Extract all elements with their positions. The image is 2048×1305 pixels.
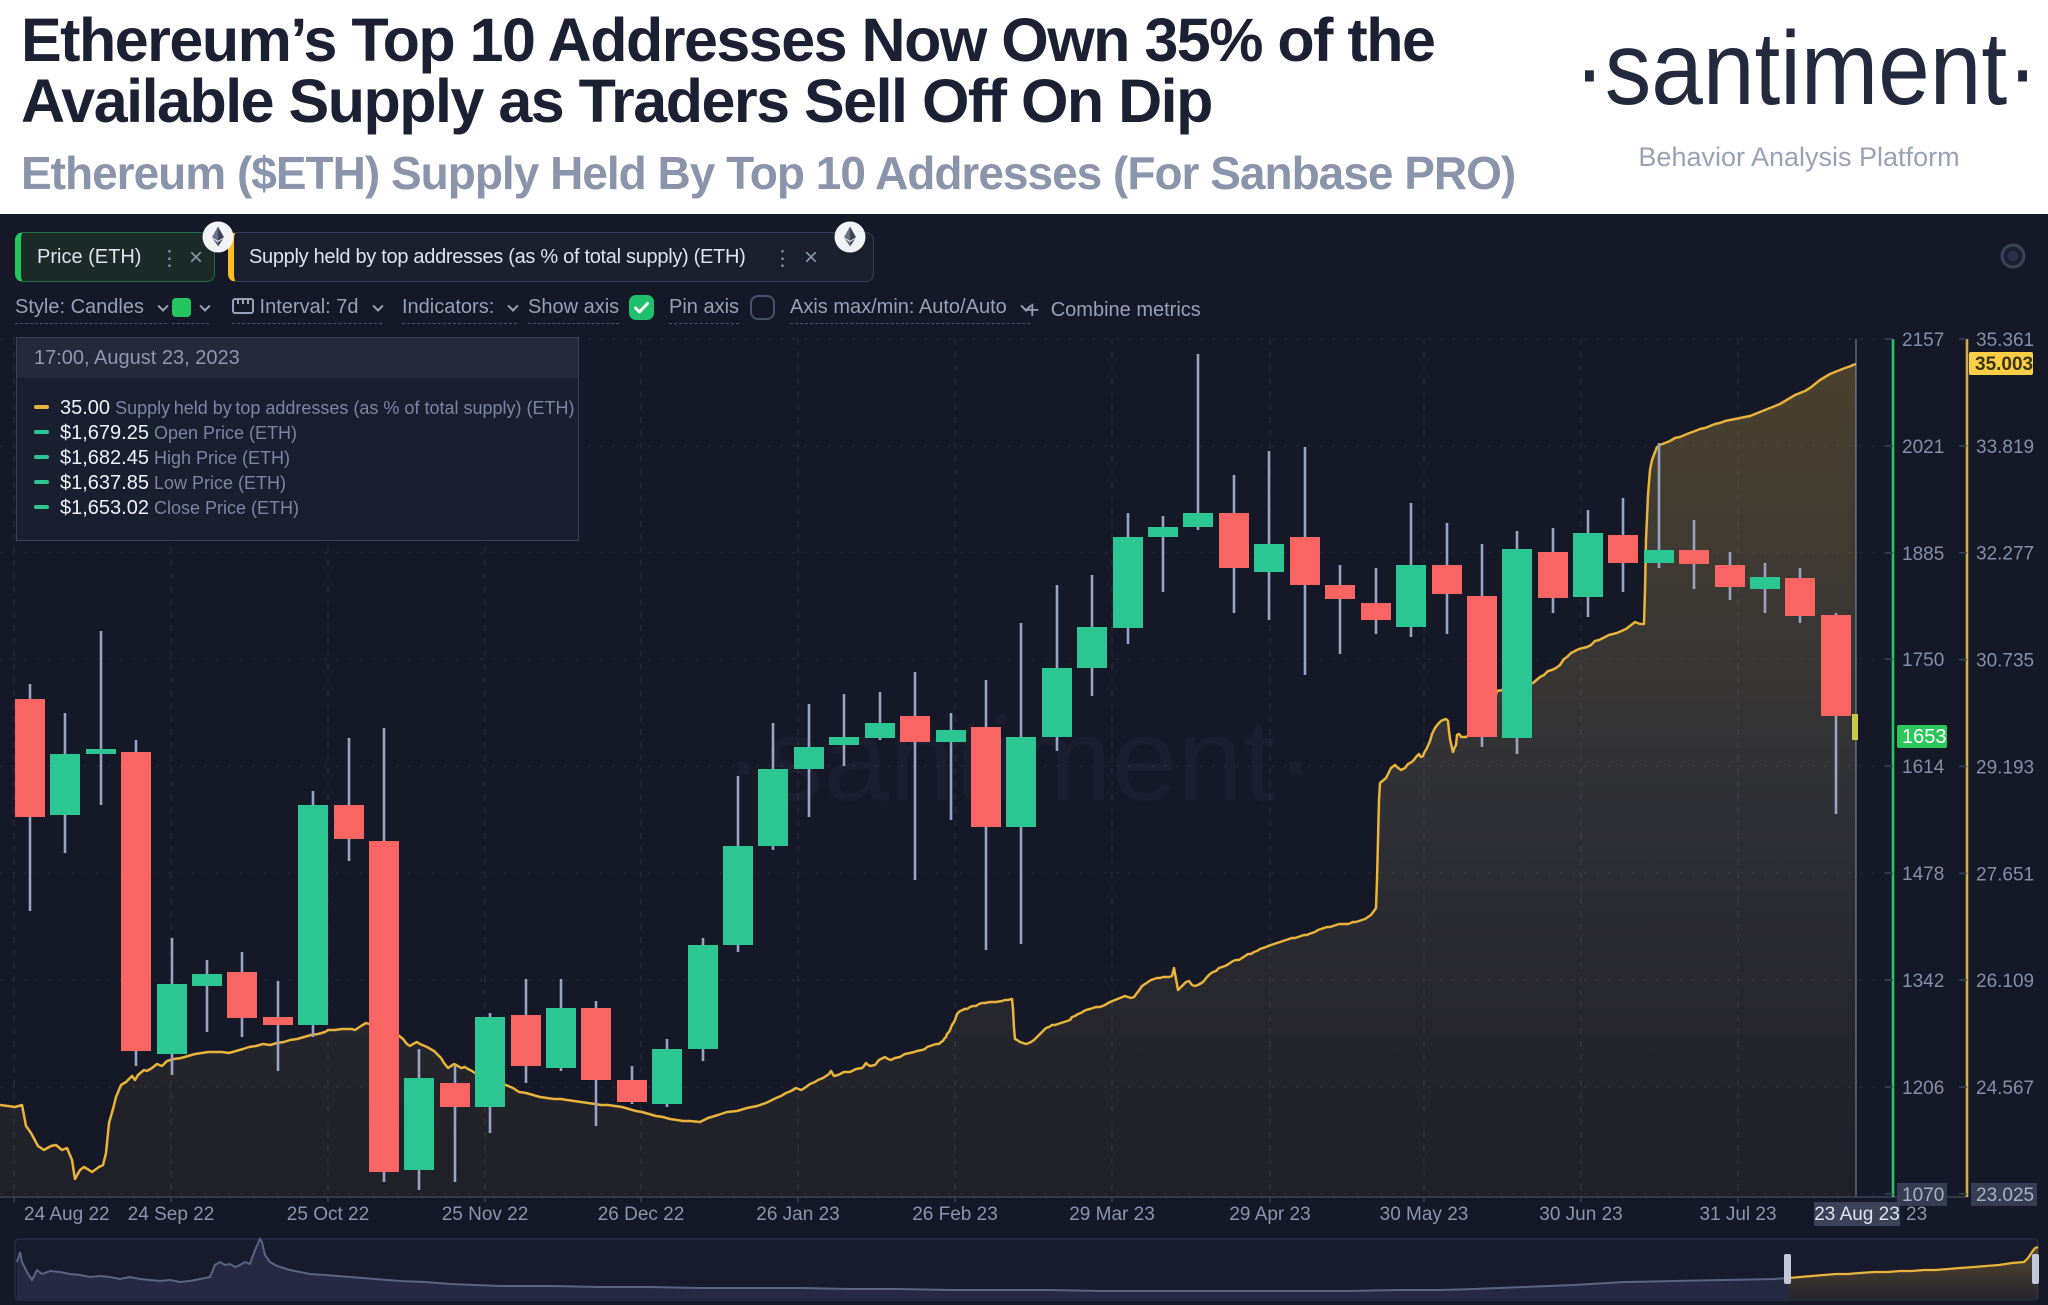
svg-text:29 Apr 23: 29 Apr 23 [1229, 1204, 1310, 1225]
svg-text:35.003: 35.003 [1975, 354, 2033, 375]
svg-text:25 Nov 22: 25 Nov 22 [442, 1204, 529, 1225]
svg-text:1206: 1206 [1902, 1078, 1944, 1099]
svg-text:26 Feb 23: 26 Feb 23 [912, 1204, 998, 1225]
svg-text:2021: 2021 [1902, 437, 1944, 458]
svg-text:35.361: 35.361 [1976, 330, 2034, 351]
svg-text:·santiment·: ·santiment· [1574, 11, 2038, 127]
svg-text:27.651: 27.651 [1976, 864, 2034, 885]
svg-text:1653: 1653 [1902, 726, 1947, 748]
svg-text:24 Sep 22: 24 Sep 22 [128, 1204, 215, 1225]
svg-text:1885: 1885 [1902, 544, 1944, 565]
svg-text:1478: 1478 [1902, 864, 1944, 885]
svg-text:1614: 1614 [1902, 757, 1945, 778]
svg-text:30.735: 30.735 [1976, 651, 2034, 672]
svg-text:30 May 23: 30 May 23 [1380, 1204, 1469, 1225]
svg-text:1342: 1342 [1902, 971, 1944, 992]
svg-text:24 Aug 22: 24 Aug 22 [24, 1204, 110, 1225]
svg-text:26 Dec 22: 26 Dec 22 [598, 1204, 685, 1225]
svg-text:23: 23 [1906, 1204, 1927, 1225]
svg-text:25 Oct 22: 25 Oct 22 [287, 1204, 369, 1225]
svg-text:32.277: 32.277 [1976, 544, 2034, 565]
svg-text:29.193: 29.193 [1976, 758, 2034, 779]
svg-text:2157: 2157 [1902, 330, 1944, 351]
svg-text:29 Mar 23: 29 Mar 23 [1069, 1204, 1155, 1225]
svg-text:1750: 1750 [1902, 650, 1944, 671]
svg-text:1070: 1070 [1902, 1185, 1944, 1206]
svg-text:23 Aug 23: 23 Aug 23 [1814, 1204, 1900, 1225]
svg-text:26.109: 26.109 [1976, 971, 2034, 992]
svg-text:26 Jan 23: 26 Jan 23 [756, 1204, 839, 1225]
svg-text:31 Jul 23: 31 Jul 23 [1699, 1204, 1776, 1225]
svg-text:33.819: 33.819 [1976, 437, 2034, 458]
svg-text:30 Jun 23: 30 Jun 23 [1539, 1204, 1622, 1225]
svg-text:24.567: 24.567 [1976, 1078, 2034, 1099]
svg-text:23.025: 23.025 [1976, 1185, 2034, 1206]
